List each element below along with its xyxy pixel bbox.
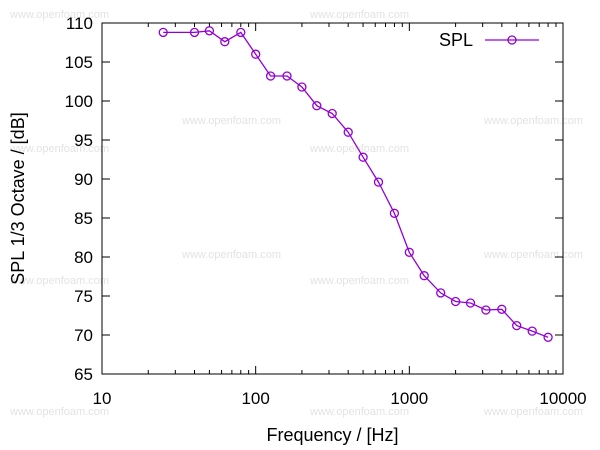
y-tick-label: 100 (65, 92, 93, 111)
watermark-text: www.openfoam.com (309, 143, 409, 155)
data-point (465, 298, 476, 308)
data-point (312, 101, 322, 111)
watermark-text: www.openfoam.com (9, 275, 109, 287)
watermark-text: www.openfoam.com (483, 115, 583, 127)
data-point (236, 27, 246, 38)
plot-frame (101, 22, 564, 375)
y-tick-label: 110 (66, 14, 93, 33)
y-tick-label: 85 (74, 209, 93, 228)
y-tick-label: 80 (74, 248, 93, 267)
data-point (220, 37, 230, 47)
legend-marker-spl (507, 35, 517, 45)
data-point (297, 82, 307, 92)
legend-label-spl: SPL (439, 30, 473, 50)
data-point (419, 271, 429, 281)
data-point (358, 152, 368, 162)
watermark-text: www.openfoam.com (483, 406, 583, 418)
data-point (512, 320, 522, 331)
data-point (327, 108, 337, 119)
y-tick-label: 95 (74, 131, 93, 150)
x-tick-label: 100 (241, 389, 269, 408)
data-point (497, 304, 507, 314)
x-tick-label: 10000 (539, 389, 586, 408)
watermark-layer: www.openfoam.com www.openfoam.com www.open… (9, 9, 583, 418)
watermark-text: www.openfoam.com (181, 115, 281, 127)
series-line-spl (163, 30, 549, 338)
x-tick-label: 1000 (390, 389, 428, 408)
watermark-text: www.openfoam.com (9, 9, 109, 21)
y-tick-label: 75 (74, 287, 93, 306)
series-markers-spl (158, 26, 553, 342)
watermark-text: www.openfoam.com (483, 249, 583, 261)
watermark-text: www.openfoam.com (9, 143, 109, 155)
data-point (373, 177, 384, 187)
x-axis-title: Frequency / [Hz] (266, 425, 398, 445)
data-point (450, 296, 461, 307)
data-point (404, 247, 414, 257)
watermark-text: www.openfoam.com (181, 249, 281, 261)
x-axis: 10 100 1000 10000 (93, 23, 587, 408)
data-point (389, 208, 400, 218)
data-point (527, 326, 537, 336)
x-tick-label: 10 (93, 389, 112, 408)
legend: SPL (439, 30, 539, 50)
y-tick-label: 90 (74, 170, 93, 189)
y-tick-label: 65 (74, 365, 93, 384)
watermark-text: www.openfoam.com (309, 275, 409, 287)
y-tick-label: 105 (65, 53, 93, 72)
data-point (204, 26, 215, 36)
y-axis-title: SPL 1/3 Octave / [dB] (8, 112, 28, 284)
data-point (436, 288, 446, 298)
data-point (265, 71, 276, 81)
data-point (251, 49, 261, 59)
y-axis: 65 70 75 80 85 90 95 100 105 110 (65, 14, 563, 384)
data-point (158, 27, 168, 38)
data-point (343, 127, 353, 137)
watermark-text: www.openfoam.com (309, 406, 409, 418)
watermark-text: www.openfoam.com (9, 406, 109, 418)
watermark-text: www.openfoam.com (309, 9, 409, 21)
data-point (282, 71, 292, 81)
data-point (543, 332, 553, 342)
data-point (189, 27, 200, 38)
y-tick-label: 70 (74, 326, 93, 345)
data-point (481, 305, 491, 315)
